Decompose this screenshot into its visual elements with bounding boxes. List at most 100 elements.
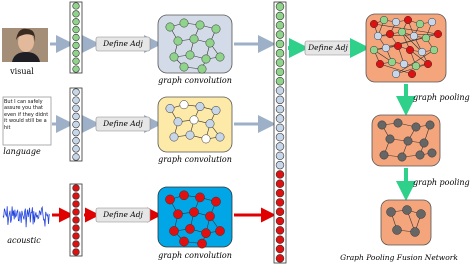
vector-node: [275, 58, 285, 67]
vector-node: [72, 88, 80, 96]
input-label: language: [3, 147, 41, 156]
fusion-title: Graph Pooling Fusion Network: [340, 253, 458, 262]
graph-node: [419, 138, 429, 148]
graph-edge: [379, 63, 413, 75]
vector-node: [275, 11, 285, 21]
vector-node: [275, 188, 285, 198]
graph-node: [427, 17, 437, 27]
graph-node: [391, 17, 401, 27]
graph-node: [179, 236, 189, 247]
graph-node: [201, 54, 211, 64]
graph-node: [211, 196, 221, 207]
graph-node: [402, 205, 412, 215]
graph-edge: [401, 31, 423, 53]
graph-node: [381, 43, 391, 53]
define-adj-box: [95, 36, 151, 52]
graph-node: [403, 136, 413, 146]
vector-node: [72, 145, 80, 153]
graph-node: [169, 226, 179, 236]
graph-node: [377, 120, 387, 130]
define-adj-box: [95, 116, 151, 132]
vector-node: [275, 67, 285, 77]
graph-node: [410, 227, 420, 237]
define-adj-box: [95, 207, 151, 223]
vector-node: [72, 18, 80, 26]
vector-node: [275, 2, 285, 11]
graph-edge: [373, 23, 439, 35]
graph-node: [189, 34, 199, 44]
graph-node: [189, 207, 199, 217]
graph-node: [215, 52, 225, 62]
graph-node: [173, 117, 183, 127]
graph-node: [179, 62, 189, 72]
graph-node: [165, 22, 175, 32]
graph-node: [369, 19, 379, 29]
vector-node: [275, 226, 285, 235]
define-adj-label: Define Adj: [102, 119, 143, 128]
graph-node: [379, 150, 389, 160]
graph-node: [373, 31, 383, 41]
vector-column: [273, 1, 287, 264]
vector-node: [72, 25, 80, 34]
vector-node: [72, 216, 80, 224]
graph-node: [169, 132, 179, 142]
vector-node: [275, 39, 285, 49]
vector-node: [72, 200, 80, 208]
graph-node: [189, 115, 199, 125]
waveform: [2, 205, 51, 228]
graph-conv-label: graph convolution: [158, 76, 232, 85]
graph-node: [185, 130, 195, 140]
pooling-label: graph pooling: [413, 93, 470, 102]
graph-edge: [395, 63, 429, 75]
vector-node: [275, 142, 285, 151]
graph-node: [205, 38, 215, 48]
vector-node: [275, 244, 285, 254]
vector-node: [275, 77, 285, 86]
define-adj-label: Define Adj: [307, 43, 348, 52]
vector-node: [275, 49, 285, 58]
graph-node: [423, 59, 433, 69]
vector-node: [72, 192, 80, 200]
vector-node: [275, 151, 285, 161]
vector-node: [72, 153, 80, 161]
vector-node: [275, 30, 285, 39]
input-label: acoustic: [7, 236, 41, 245]
graph-node: [403, 15, 413, 25]
graph-node: [399, 59, 409, 69]
graph-node: [195, 192, 205, 203]
face-image: [2, 28, 48, 62]
vector-node: [275, 132, 285, 142]
graph-node: [393, 41, 403, 51]
vector-node: [72, 208, 80, 216]
vector-node: [72, 232, 80, 240]
vector-node: [275, 95, 285, 105]
graph-node: [185, 50, 195, 60]
quote-box: [2, 96, 52, 146]
graph-node: [407, 69, 417, 79]
vector-node: [72, 120, 80, 129]
vector-node: [72, 248, 80, 256]
graph-node: [391, 69, 401, 79]
graph-node: [417, 47, 427, 57]
vector-node: [72, 41, 80, 50]
vector-node: [72, 128, 80, 137]
vector-node: [275, 179, 285, 188]
vector-node: [72, 96, 80, 104]
graph-node: [211, 105, 221, 115]
vector-node: [72, 112, 80, 121]
vector-node: [275, 123, 285, 133]
graph-node: [385, 134, 395, 144]
pooling-label: graph pooling: [413, 178, 470, 187]
graph-node: [416, 209, 426, 219]
define-adj-label: Define Adj: [102, 39, 143, 48]
graph-node: [185, 224, 195, 234]
graph-node: [195, 102, 205, 112]
vector-node: [72, 104, 80, 112]
vector-node: [72, 137, 80, 145]
graph-node: [215, 132, 225, 142]
graph-node: [197, 64, 207, 74]
graph-node: [369, 45, 379, 55]
input-label: visual: [9, 67, 34, 76]
graph-node: [201, 228, 211, 238]
